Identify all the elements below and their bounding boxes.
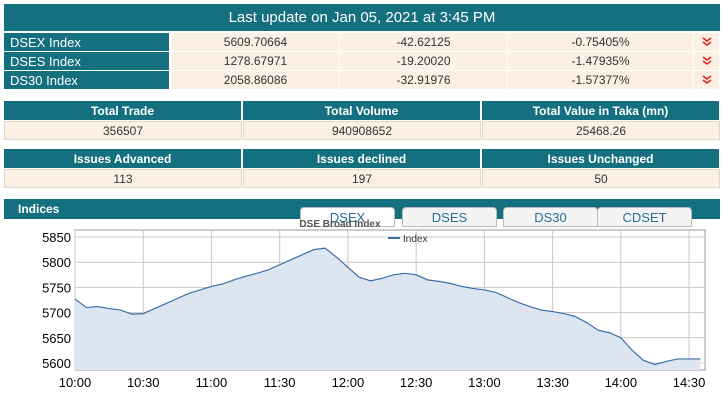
down-arrow [694, 52, 720, 70]
column-value: 113 [4, 169, 242, 188]
y-tick-label: 5600 [42, 356, 71, 371]
y-tick-label: 5700 [42, 306, 71, 321]
x-tick-label: 11:00 [196, 375, 228, 390]
column-header: Total Volume [243, 101, 481, 120]
index-value: -1.57377% [508, 71, 694, 89]
column-value: 50 [482, 169, 720, 188]
panel-title: Indices [18, 202, 60, 216]
index-name: DSES Index [4, 52, 170, 70]
x-tick-label: 14:30 [673, 375, 706, 390]
area [75, 248, 701, 370]
x-tick-label: 10:30 [127, 375, 160, 390]
y-tick-label: 5750 [42, 280, 71, 295]
index-name: DSEX Index [4, 33, 170, 51]
indices-table: DSEX Index 5609.70664 -42.62125 -0.75405% DS… [4, 33, 720, 91]
tab[interactable]: DSES [402, 207, 497, 227]
column-header: Issues declined [243, 149, 481, 168]
column-header: Total Value in Taka (mn) [482, 101, 720, 120]
arrow-icon [702, 56, 711, 65]
x-tick-label: 11:30 [264, 375, 296, 390]
arrow-icon [702, 37, 711, 46]
chart: 5600 5650 5700 5750 5800 5850 10:00 10:30 11:00 1… [42, 219, 706, 390]
y-tick-label: 5800 [42, 255, 71, 270]
y-tick-label: 5650 [42, 331, 71, 346]
column-header: Total Trade [4, 101, 242, 120]
column-header: Issues Unchanged [482, 149, 720, 168]
column-value: 25468.26 [482, 121, 720, 140]
column-value: 197 [243, 169, 481, 188]
index-value: -0.75405% [508, 33, 694, 51]
header-bar: Last update on Jan 05, 2021 at 3:45 PM [4, 4, 720, 31]
trade-table: Total Trade 356507 Total Volume 940908652 To… [4, 101, 720, 141]
index-value: 1278.67971 [172, 52, 340, 70]
index-value: -1.47935% [508, 52, 694, 70]
x-tick-label: 13:30 [536, 375, 569, 390]
y-tick-label: 5850 [42, 230, 71, 245]
x-tick-label: 13:00 [468, 375, 501, 390]
x-tick-label: 12:00 [332, 375, 365, 390]
down-arrow [694, 33, 720, 51]
line [74, 247, 701, 366]
tab[interactable]: DSEX [300, 207, 395, 227]
tab[interactable]: DS30 [503, 207, 598, 227]
chart-title: DSE Broad Index [299, 219, 381, 230]
issues-table: Issues Advanced 113 Issues declined 197 Issu… [4, 149, 720, 189]
x-tick-label: 12:30 [400, 375, 433, 390]
x-tick-label: 14:00 [605, 375, 638, 390]
index-value: -42.62125 [340, 33, 508, 51]
index-value: -19.20020 [340, 52, 508, 70]
arrow-icon [702, 75, 711, 84]
index-value: 5609.70664 [172, 33, 340, 51]
down-arrow [694, 71, 720, 89]
legend-label: Index [403, 234, 427, 245]
tab[interactable]: CDSET [597, 207, 692, 227]
column-header: Issues Advanced [4, 149, 242, 168]
index-value: -32.91976 [340, 71, 508, 89]
index-name: DS30 Index [4, 71, 170, 89]
column-value: 356507 [4, 121, 242, 140]
column-value: 940908652 [243, 121, 481, 140]
index-value: 2058.86086 [172, 71, 340, 89]
x-tick-label: 10:00 [59, 375, 92, 390]
header-title: Last update on Jan 05, 2021 at 3:45 PM [228, 9, 496, 26]
